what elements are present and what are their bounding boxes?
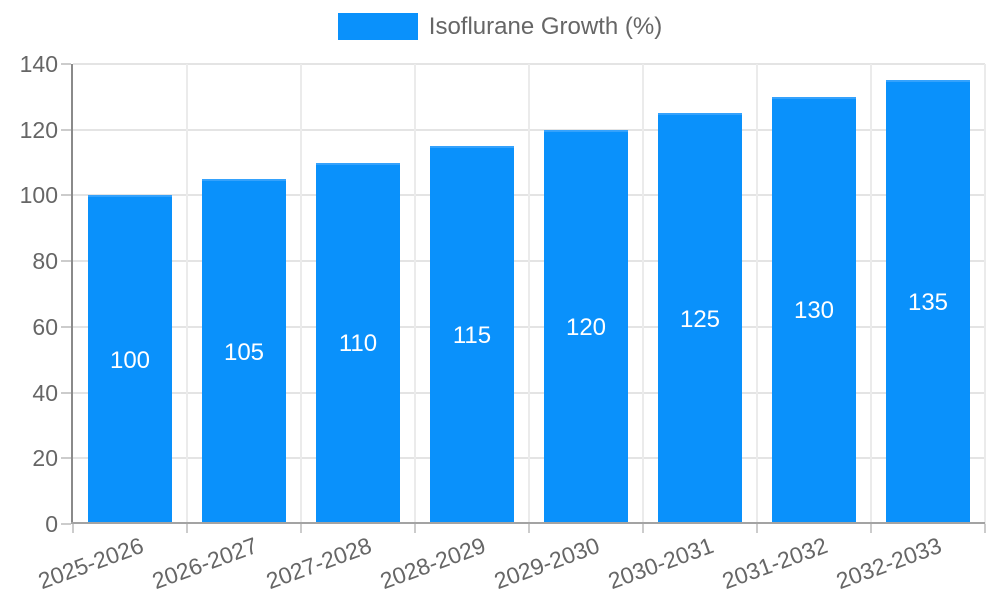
bar-value-label: 130 <box>793 297 835 325</box>
y-axis-tick-mark <box>61 523 71 525</box>
y-axis-tick-mark <box>61 194 71 197</box>
gridline-vertical <box>642 64 644 524</box>
x-axis-tick-mark <box>528 524 530 533</box>
y-axis-tick-mark <box>61 128 71 131</box>
bar[interactable]: 130 <box>772 96 856 524</box>
y-axis-tick-label: 100 <box>19 182 58 209</box>
x-axis-tick-label: 2031-2032 <box>718 532 831 595</box>
x-axis-tick-label: 2032-2033 <box>832 532 945 595</box>
x-axis-tick-mark <box>72 524 74 533</box>
y-axis-tick-mark <box>61 260 71 263</box>
bar-value-label: 135 <box>907 289 949 317</box>
bar[interactable]: 100 <box>88 195 172 524</box>
bar-value-label: 125 <box>679 305 721 333</box>
legend-label: Isoflurane Growth (%) <box>428 13 663 40</box>
x-axis-tick-label: 2026-2027 <box>148 532 261 595</box>
y-axis-tick-mark <box>61 457 71 460</box>
bar-value-label: 110 <box>338 330 378 358</box>
y-axis-tick-mark <box>61 63 71 65</box>
bar[interactable]: 105 <box>202 179 286 524</box>
x-axis-tick-label: 2030-2031 <box>604 532 717 595</box>
y-axis-tick-label: 0 <box>45 511 58 537</box>
y-axis-tick-label: 80 <box>32 248 58 275</box>
gridline-vertical <box>984 64 986 524</box>
bar[interactable]: 115 <box>430 146 514 524</box>
gridline-vertical <box>756 64 758 524</box>
x-axis-tick-mark <box>186 524 188 533</box>
x-axis-tick-label: 2027-2028 <box>262 532 375 595</box>
x-axis-tick-mark <box>984 524 986 533</box>
gridline-vertical <box>186 64 188 524</box>
bar-value-label: 115 <box>452 322 492 350</box>
x-axis-tick-label: 2025-2026 <box>34 532 147 595</box>
y-axis-tick-label: 20 <box>32 445 58 472</box>
legend-swatch-icon <box>337 13 418 40</box>
x-axis-line <box>71 522 985 524</box>
bar-value-label: 120 <box>565 313 607 341</box>
gridline-vertical <box>414 64 416 524</box>
bar[interactable]: 120 <box>544 129 628 524</box>
legend[interactable]: Isoflurane Growth (%) <box>0 13 1000 40</box>
gridline-vertical <box>300 64 302 524</box>
x-axis-tick-label: 2029-2030 <box>490 532 603 595</box>
plot-area: 100 105 110 115 120 125 130 135 <box>73 63 986 524</box>
x-axis-tick-mark <box>300 524 302 533</box>
bar-value-label: 100 <box>109 346 151 374</box>
y-axis-tick-label: 40 <box>32 379 58 406</box>
x-axis-tick-mark <box>414 524 416 533</box>
gridline-vertical <box>528 64 530 524</box>
y-axis-tick-mark <box>61 325 71 328</box>
y-axis-line <box>71 64 73 524</box>
x-axis-tick-label: 2028-2029 <box>376 532 489 595</box>
bar[interactable]: 135 <box>886 80 970 524</box>
bar-value-label: 105 <box>223 338 265 366</box>
bar[interactable]: 125 <box>658 113 742 524</box>
y-axis-tick-label: 60 <box>32 313 58 340</box>
x-axis-tick-mark <box>642 524 644 533</box>
y-axis-tick-label: 120 <box>19 116 58 143</box>
x-axis-tick-mark <box>870 524 872 533</box>
x-axis-tick-mark <box>756 524 758 533</box>
y-axis-tick-mark <box>61 391 71 394</box>
bar[interactable]: 110 <box>316 162 400 524</box>
gridline-vertical <box>870 64 872 524</box>
y-axis-tick-label: 140 <box>19 51 58 77</box>
